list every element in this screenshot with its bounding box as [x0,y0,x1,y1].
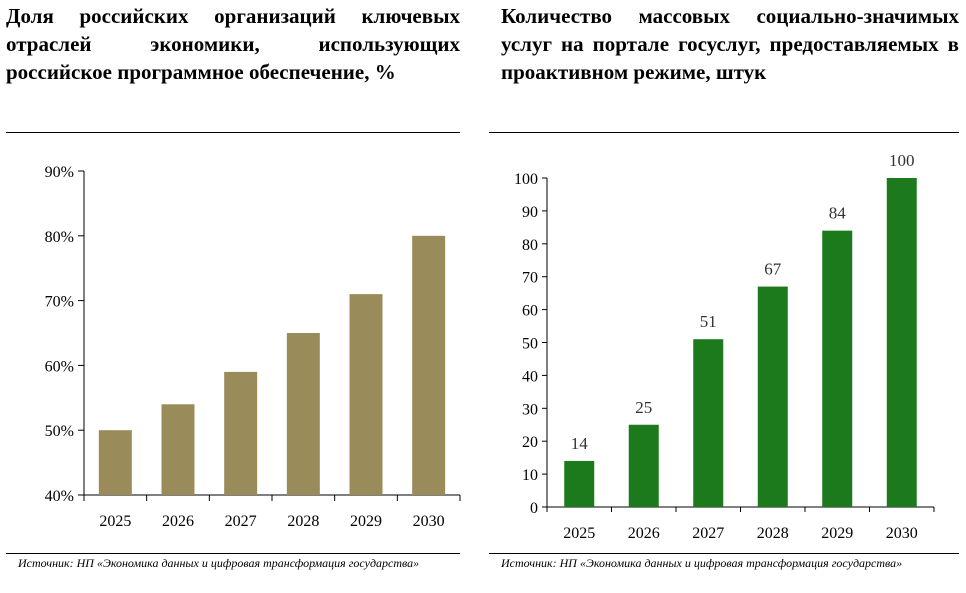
x-tick-label: 2028 [287,513,319,530]
x-tick-label: 2030 [886,525,918,542]
x-tick-label: 2029 [821,525,853,542]
y-tick-label: 60 [522,303,538,320]
source-note: Источник: НП «Экономика данных и цифрова… [501,556,903,570]
proactive-services-chart: 0102030405060708090100202514202625202751… [514,151,935,542]
x-tick-label: 2026 [628,525,660,542]
y-tick-label: 70 [522,270,538,287]
bar [822,230,853,507]
data-label: 14 [571,434,589,453]
y-tick-label: 40 [522,368,538,385]
x-tick-label: 2025 [563,525,595,542]
bar [412,235,446,496]
y-tick-label: 20 [522,434,538,451]
y-tick-label: 80 [522,237,538,254]
y-tick-label: 50 [522,336,538,353]
chart-title-software-share: Доля российских организаций ключевых отр… [6,4,460,84]
y-tick-label: 80% [45,229,74,246]
x-tick-label: 2026 [162,513,194,530]
y-tick-label: 40% [45,488,74,505]
x-tick-label: 2027 [692,525,724,542]
x-tick-label: 2027 [225,513,257,530]
bar [286,333,320,495]
x-tick-label: 2030 [413,513,445,530]
x-tick-label: 2028 [757,525,789,542]
y-tick-label: 0 [530,500,538,517]
panel-proactive-services: Количество массовых социально-значимых у… [489,0,959,570]
y-tick-label: 50% [45,423,74,440]
y-tick-label: 60% [45,358,74,375]
x-tick-label: 2029 [350,513,382,530]
divider-top [6,132,460,133]
y-tick-label: 100 [514,171,538,188]
divider-top [489,132,959,133]
software-share-chart: 40% 50% 60% 70% 80% 90% 2025 2026 2027 2028 2029 20… [45,164,461,530]
chart-title-proactive-services: Количество массовых социально-значимых у… [501,4,959,84]
source-note: Источник: НП «Экономика данных и цифрова… [18,556,420,570]
bar [693,339,724,507]
bar [564,460,595,507]
bar [224,371,258,495]
y-tick-label: 90% [45,164,74,181]
data-label: 84 [829,204,847,223]
divider-bottom [6,553,460,554]
data-label: 51 [700,312,717,331]
bar [161,404,195,495]
x-tick-label: 2025 [99,513,131,530]
bar [98,430,132,495]
y-tick-label: 30 [522,401,538,418]
data-label: 100 [889,151,915,170]
bar [628,424,659,507]
data-label: 67 [764,260,782,279]
bar [757,286,788,507]
bar [349,294,383,495]
panel-software-share: Доля российских организаций ключевых отр… [6,0,461,570]
bar [886,178,917,507]
y-tick-label: 70% [45,294,74,311]
y-tick-label: 10 [522,467,538,484]
divider-bottom [489,553,959,554]
data-label: 25 [635,398,652,417]
y-tick-label: 90 [522,204,538,221]
